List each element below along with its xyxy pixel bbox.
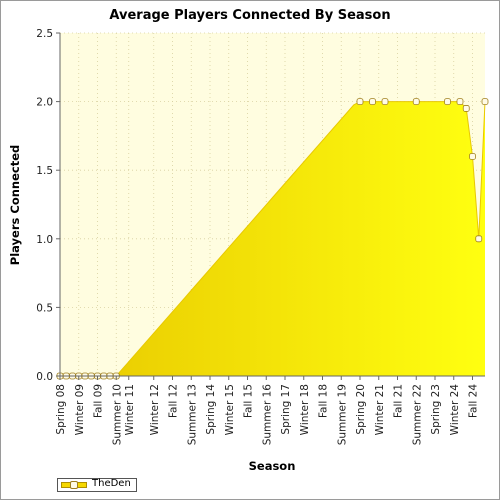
x-tick-label: Summer 10 xyxy=(111,384,123,445)
y-tick-label: 1.0 xyxy=(36,234,53,246)
y-tick-label: 2.0 xyxy=(36,97,53,109)
data-point xyxy=(444,98,451,105)
legend-label: TheDen xyxy=(92,478,131,489)
data-point xyxy=(381,98,389,105)
data-point xyxy=(481,98,489,105)
x-tick-label: Summer 13 xyxy=(186,384,198,445)
x-tick-label: Fall 12 xyxy=(168,384,180,418)
y-axis-title: Players Connected xyxy=(8,145,22,265)
x-tick-label: Winter 18 xyxy=(299,384,311,435)
x-tick-label: Summer 16 xyxy=(261,384,273,446)
x-tick-label: Summer 19 xyxy=(336,384,348,445)
x-tick-label: Winter 15 xyxy=(224,384,236,435)
data-point xyxy=(462,105,470,112)
x-axis-title: Season xyxy=(249,459,296,473)
series-area xyxy=(60,101,485,376)
x-tick-label: Spring 20 xyxy=(355,384,367,435)
data-point xyxy=(475,235,483,243)
x-tick-label: Winter 21 xyxy=(374,384,386,435)
legend-marker-icon xyxy=(70,481,78,489)
x-tick-label: Winter 12 xyxy=(149,384,161,435)
y-tick-labels: 0.0 0.5 1.0 1.5 2.0 2.5 xyxy=(36,28,60,383)
data-point xyxy=(369,98,376,105)
x-tick-label: Fall 15 xyxy=(243,384,255,418)
axes xyxy=(59,33,485,377)
x-tick-label: Winter 24 xyxy=(449,384,461,436)
x-tick-label: Winter 11 xyxy=(124,384,136,435)
data-point xyxy=(412,98,420,105)
y-tick-label: 0.5 xyxy=(36,302,53,314)
data-point xyxy=(356,98,364,105)
chart-title: Average Players Connected By Season xyxy=(109,8,391,23)
x-tick-label: Summer 22 xyxy=(411,384,423,445)
x-tick-label: Fall 18 xyxy=(318,384,330,418)
data-point xyxy=(469,153,476,160)
x-tick-label: Fall 21 xyxy=(393,384,405,418)
x-tick-label: Spring 14 xyxy=(205,384,217,435)
x-tick-label: Winter 09 xyxy=(74,384,86,435)
x-tick-label: Spring 17 xyxy=(280,384,292,435)
x-tick-label: Fall 09 xyxy=(93,384,105,418)
y-tick-label: 2.5 xyxy=(36,28,53,40)
x-tick-label: Fall 24 xyxy=(468,384,480,418)
x-tick-label: Spring 08 xyxy=(55,384,67,435)
y-tick-label: 1.5 xyxy=(36,165,53,177)
x-tick-labels: Spring 08 Winter 09 Fall 09 Summer 10 Winter… xyxy=(55,376,480,445)
data-point xyxy=(456,98,464,105)
y-tick-label: 0.0 xyxy=(36,371,53,383)
x-tick-label: Spring 23 xyxy=(430,384,442,435)
legend: TheDen xyxy=(57,478,137,492)
